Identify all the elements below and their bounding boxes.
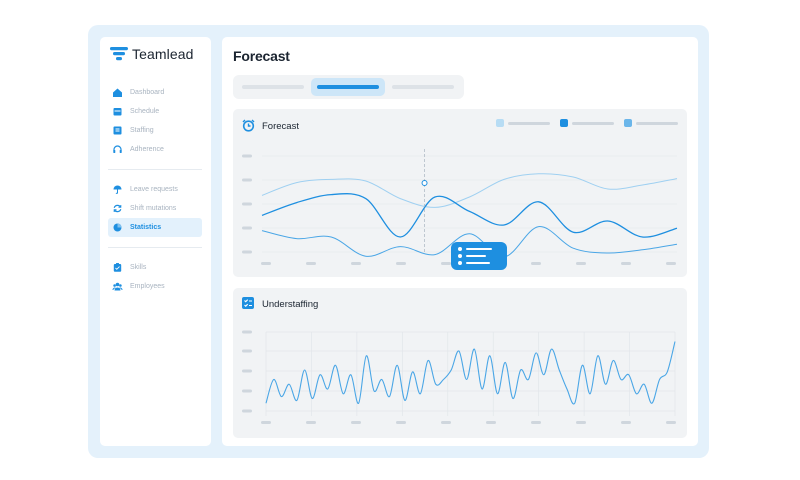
understaffing-chart xyxy=(242,330,676,424)
series-line-2 xyxy=(261,193,678,238)
sidebar-item-label: Employees xyxy=(130,283,165,290)
sidebar-item-adherence[interactable]: Adherence xyxy=(108,140,202,159)
legend-label-placeholder xyxy=(636,121,678,125)
sidebar-item-staffing[interactable]: Staffing xyxy=(108,121,202,140)
series-line-1 xyxy=(265,341,676,405)
y-tick-label xyxy=(242,226,252,230)
teamlead-logo-icon xyxy=(110,47,128,61)
legend-swatch xyxy=(624,119,632,127)
y-tick-label xyxy=(242,330,252,334)
y-tick-label xyxy=(242,178,252,182)
sidebar-item-label: Shift mutations xyxy=(130,205,177,212)
sidebar-divider xyxy=(108,247,202,248)
alarm-clock-icon xyxy=(242,119,255,132)
sidebar-divider xyxy=(108,169,202,170)
refresh-icon xyxy=(113,204,122,213)
legend-label-placeholder xyxy=(572,121,614,125)
x-tick-label xyxy=(621,262,631,265)
x-tick-label xyxy=(531,421,541,424)
sidebar-item-label: Adherence xyxy=(130,146,164,153)
x-tick-label xyxy=(306,421,316,424)
calendar-icon xyxy=(113,108,122,116)
sidebar-item-schedule[interactable]: Schedule xyxy=(108,102,202,121)
y-tick-label xyxy=(242,154,252,158)
x-tick-label xyxy=(261,421,271,424)
x-tick-label xyxy=(666,421,676,424)
x-tick-label xyxy=(576,262,586,265)
y-tick-label xyxy=(242,389,252,393)
x-tick-label xyxy=(396,262,406,265)
sidebar-item-shift-mutations[interactable]: Shift mutations xyxy=(108,199,202,218)
x-tick-label xyxy=(306,262,316,265)
checklist-icon xyxy=(242,297,254,309)
x-tick-label xyxy=(396,421,406,424)
legend-label-placeholder xyxy=(508,121,550,125)
tab-3[interactable] xyxy=(386,78,460,96)
sidebar-item-label: Statistics xyxy=(130,224,162,231)
x-tick-label xyxy=(666,262,676,265)
sidebar-item-employees[interactable]: Employees xyxy=(108,277,202,296)
pie-chart-icon xyxy=(113,223,122,232)
y-tick-label xyxy=(242,349,252,353)
page-title: Forecast xyxy=(233,48,290,64)
series-line-3 xyxy=(261,226,678,258)
clipboard-icon xyxy=(113,126,122,135)
sidebar-item-label: Leave requests xyxy=(130,186,178,193)
forecast-chart xyxy=(242,149,678,265)
legend-item-3[interactable] xyxy=(624,119,678,127)
sidebar: Teamlead Dashboard Schedule Staffing Adhere… xyxy=(100,37,211,446)
chart-tooltip xyxy=(451,242,507,270)
sidebar-item-leave-requests[interactable]: Leave requests xyxy=(108,180,202,199)
forecast-card: Forecast xyxy=(233,109,687,277)
x-tick-label xyxy=(441,262,451,265)
x-tick-label xyxy=(621,421,631,424)
tab-1[interactable] xyxy=(236,78,310,96)
y-tick-label xyxy=(242,250,252,254)
sidebar-item-label: Schedule xyxy=(130,108,160,115)
tab-bar xyxy=(233,75,464,99)
x-tick-label xyxy=(351,262,361,265)
x-tick-label xyxy=(531,262,541,265)
headset-icon xyxy=(113,145,122,153)
y-tick-label xyxy=(242,369,252,373)
clipboard-check-icon xyxy=(113,263,122,272)
umbrella-icon xyxy=(113,185,122,194)
users-icon xyxy=(112,282,123,291)
sidebar-item-label: Staffing xyxy=(130,127,154,134)
x-tick-label xyxy=(576,421,586,424)
legend-item-2[interactable] xyxy=(560,119,614,127)
y-tick-label xyxy=(242,202,252,206)
main-panel: Forecast Forecast Understaffing xyxy=(222,37,698,446)
x-tick-label xyxy=(441,421,451,424)
sidebar-item-statistics[interactable]: Statistics xyxy=(108,218,202,237)
logo[interactable]: Teamlead xyxy=(110,46,194,62)
tab-2[interactable] xyxy=(311,78,385,96)
y-tick-label xyxy=(242,409,252,413)
highlight-point xyxy=(421,180,428,186)
x-tick-label xyxy=(261,262,271,265)
sidebar-item-label: Dashboard xyxy=(130,89,165,96)
forecast-card-title: Forecast xyxy=(262,121,299,132)
home-icon xyxy=(113,88,122,97)
understaffing-card: Understaffing xyxy=(233,288,687,438)
legend-swatch xyxy=(496,119,504,127)
sidebar-item-skills[interactable]: Skills xyxy=(108,258,202,277)
x-tick-label xyxy=(486,421,496,424)
x-tick-label xyxy=(351,421,361,424)
app-name: Teamlead xyxy=(132,46,194,62)
understaffing-card-title: Understaffing xyxy=(262,299,319,310)
sidebar-item-label: Skills xyxy=(130,264,147,271)
series-line-1 xyxy=(261,173,678,208)
sidebar-item-dashboard[interactable]: Dashboard xyxy=(108,83,202,102)
legend-swatch xyxy=(560,119,568,127)
legend-item-1[interactable] xyxy=(496,119,550,127)
